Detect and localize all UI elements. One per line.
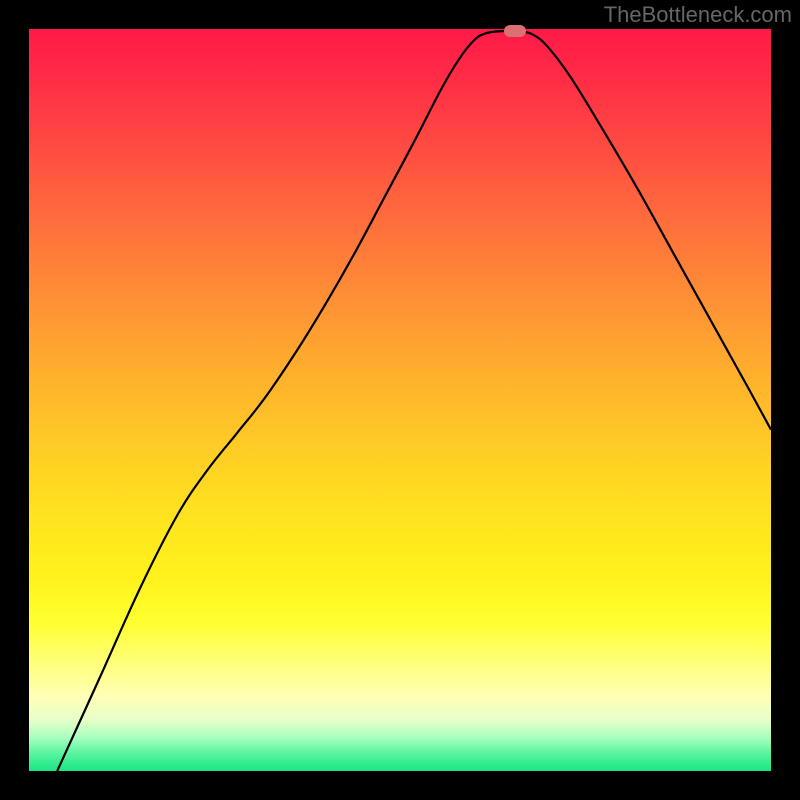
- watermark-text: TheBottleneck.com: [604, 2, 792, 28]
- bottleneck-curve: [29, 29, 771, 771]
- optimal-marker: [504, 25, 526, 37]
